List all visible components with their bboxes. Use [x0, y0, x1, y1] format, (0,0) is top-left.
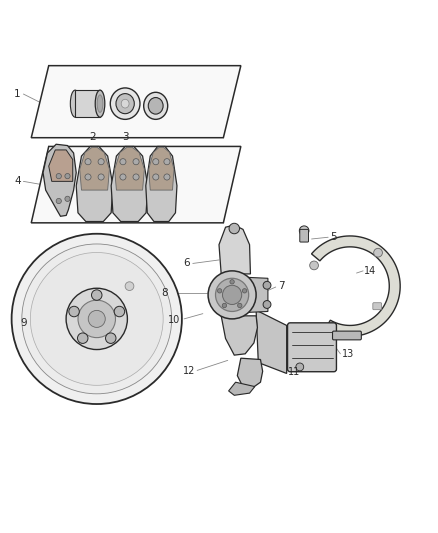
Circle shape [164, 174, 170, 180]
Text: 14: 14 [364, 266, 377, 276]
Ellipse shape [71, 90, 80, 117]
Circle shape [120, 159, 126, 165]
Text: 1: 1 [14, 89, 21, 99]
Text: 6: 6 [183, 258, 190, 268]
Text: 12: 12 [183, 366, 195, 376]
Circle shape [222, 303, 226, 308]
Polygon shape [75, 90, 100, 117]
Circle shape [78, 333, 88, 343]
Circle shape [56, 198, 61, 204]
Circle shape [310, 261, 318, 270]
Polygon shape [237, 358, 263, 387]
Ellipse shape [110, 88, 140, 119]
Circle shape [125, 282, 134, 290]
Circle shape [133, 159, 139, 165]
Text: 8: 8 [161, 288, 168, 298]
Polygon shape [249, 277, 268, 312]
Circle shape [133, 174, 139, 180]
Circle shape [98, 174, 104, 180]
Text: 5: 5 [330, 232, 337, 242]
Polygon shape [311, 236, 400, 336]
Circle shape [223, 285, 242, 304]
Circle shape [164, 159, 170, 165]
Circle shape [66, 288, 127, 350]
Ellipse shape [144, 92, 168, 119]
Text: 13: 13 [342, 349, 354, 359]
Polygon shape [219, 225, 251, 274]
Polygon shape [31, 66, 241, 138]
Text: 3: 3 [122, 132, 128, 142]
Circle shape [98, 159, 104, 165]
Ellipse shape [97, 95, 103, 112]
Circle shape [12, 234, 182, 404]
Circle shape [217, 289, 222, 293]
Circle shape [299, 226, 309, 236]
Ellipse shape [116, 94, 134, 114]
Polygon shape [76, 147, 113, 222]
Polygon shape [111, 147, 148, 222]
Circle shape [120, 174, 126, 180]
Polygon shape [146, 147, 177, 222]
Circle shape [88, 310, 105, 327]
Text: 10: 10 [168, 315, 180, 325]
Circle shape [263, 281, 271, 289]
Circle shape [153, 174, 159, 180]
Circle shape [78, 300, 116, 337]
FancyBboxPatch shape [373, 303, 381, 310]
Text: 11: 11 [288, 367, 300, 377]
Circle shape [237, 303, 242, 308]
Polygon shape [115, 147, 145, 190]
Circle shape [106, 333, 116, 343]
Polygon shape [221, 316, 258, 355]
Circle shape [30, 253, 163, 385]
Polygon shape [49, 150, 73, 181]
FancyBboxPatch shape [288, 323, 336, 372]
Circle shape [230, 280, 234, 284]
Text: 4: 4 [14, 176, 21, 187]
Circle shape [22, 244, 172, 394]
Text: 7: 7 [278, 281, 284, 291]
Polygon shape [256, 310, 287, 374]
Polygon shape [229, 382, 255, 395]
Circle shape [296, 363, 304, 371]
Ellipse shape [121, 99, 129, 108]
Circle shape [65, 174, 70, 179]
FancyBboxPatch shape [332, 331, 361, 340]
Polygon shape [31, 147, 241, 223]
Circle shape [114, 306, 125, 317]
Circle shape [85, 174, 91, 180]
Circle shape [153, 159, 159, 165]
Text: 9: 9 [20, 318, 27, 328]
Ellipse shape [95, 90, 105, 117]
Circle shape [208, 271, 256, 319]
Circle shape [92, 290, 102, 300]
Ellipse shape [148, 98, 163, 114]
Circle shape [215, 278, 249, 311]
FancyBboxPatch shape [300, 229, 308, 242]
Circle shape [69, 306, 79, 317]
Circle shape [65, 196, 70, 201]
Circle shape [374, 248, 382, 257]
Polygon shape [149, 147, 174, 190]
Polygon shape [43, 144, 76, 216]
Circle shape [229, 223, 240, 234]
Circle shape [242, 289, 247, 293]
Polygon shape [80, 147, 110, 190]
Text: 2: 2 [89, 132, 95, 142]
Circle shape [56, 174, 61, 179]
Circle shape [263, 301, 271, 309]
Circle shape [85, 159, 91, 165]
